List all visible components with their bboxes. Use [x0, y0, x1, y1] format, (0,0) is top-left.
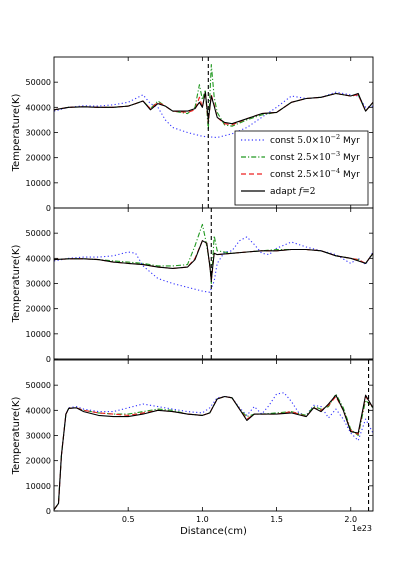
legend-exponent: −2 — [331, 133, 341, 141]
panel-frame — [53, 359, 374, 512]
series-line-adapt — [54, 91, 373, 125]
y-tick-label: 50000 — [26, 229, 51, 238]
x-tick-label: 0.5 — [122, 515, 135, 524]
legend-suffix: Myr — [340, 170, 360, 180]
legend-prefix: adapt — [270, 187, 299, 197]
panel-1: 0 10000 20000 30000 40000 50000 Temperature(K) — [11, 56, 374, 213]
y-tick-label: 30000 — [26, 280, 51, 289]
y-axis-label: Temperature(K) — [11, 397, 22, 476]
series-line-const_b — [54, 223, 373, 285]
legend-italic: f — [298, 187, 304, 197]
series-line-const_b — [54, 393, 373, 511]
series-line-const_a — [54, 392, 373, 511]
y-tick-label: 0 — [46, 355, 51, 364]
legend-label-const_c: const 2.5×10−4 Myr — [270, 167, 360, 180]
y-tick-label: 40000 — [26, 254, 51, 263]
legend-label-const_a: const 5.0×10−2 Myr — [270, 133, 360, 146]
y-tick-label: 20000 — [26, 154, 51, 163]
legend-prefix: const — [270, 153, 297, 163]
x-tick-label: 1.0 — [196, 515, 209, 524]
legend-label-adapt: adapt f=2 — [270, 187, 315, 197]
y-tick-label: 10000 — [26, 482, 51, 491]
legend-value: 5.0×10 — [297, 136, 331, 146]
series-line-const_c — [54, 91, 373, 126]
legend-value: 2.5×10 — [297, 153, 331, 163]
y-tick-label: 10000 — [26, 330, 51, 339]
x-axis-label: Distance(cm) — [180, 526, 247, 537]
series-line-const_a — [54, 91, 373, 139]
series-line-adapt — [54, 394, 373, 511]
legend-prefix: const — [270, 136, 297, 146]
y-tick-label: 20000 — [26, 305, 51, 314]
legend-suffix: Myr — [340, 153, 360, 163]
panel-frame — [53, 207, 374, 360]
y-tick-label: 10000 — [26, 179, 51, 188]
y-tick-label: 0 — [46, 507, 51, 516]
y-axis-label: Temperature(K) — [11, 94, 22, 173]
panel-3: 0 10000 20000 30000 40000 50000 0.5 1.0 1.5 2.0 Te… — [11, 359, 374, 524]
legend-value: 2.5×10 — [297, 170, 331, 180]
series-line-const_b — [54, 64, 373, 131]
x-tick-label: 2.0 — [344, 515, 357, 524]
series-line-const_c — [54, 395, 373, 511]
legend-prefix: const — [270, 170, 297, 180]
legend-box — [234, 130, 369, 206]
y-tick-label: 30000 — [26, 129, 51, 138]
y-axis-label: Temperature(K) — [11, 245, 22, 324]
y-tick-label: 40000 — [26, 406, 51, 415]
panel-2: 0 10000 20000 30000 40000 50000 Temperature(K) — [11, 207, 374, 364]
y-tick-label: 0 — [46, 204, 51, 213]
y-tick-label: 40000 — [26, 103, 51, 112]
y-tick-label: 50000 — [26, 381, 51, 390]
y-tick-label: 30000 — [26, 432, 51, 441]
legend-suffix: =2 — [302, 187, 315, 197]
x-offset-label: 1e23 — [352, 524, 372, 533]
legend-label-const_b: const 2.5×10−3 Myr — [270, 150, 360, 163]
y-tick-label: 50000 — [26, 78, 51, 87]
x-tick-label: 1.5 — [270, 515, 283, 524]
legend-exponent: −3 — [331, 150, 341, 158]
legend-suffix: Myr — [340, 136, 360, 146]
series-line-adapt — [54, 240, 373, 281]
y-tick-label: 20000 — [26, 457, 51, 466]
legend-exponent: −4 — [331, 167, 341, 175]
